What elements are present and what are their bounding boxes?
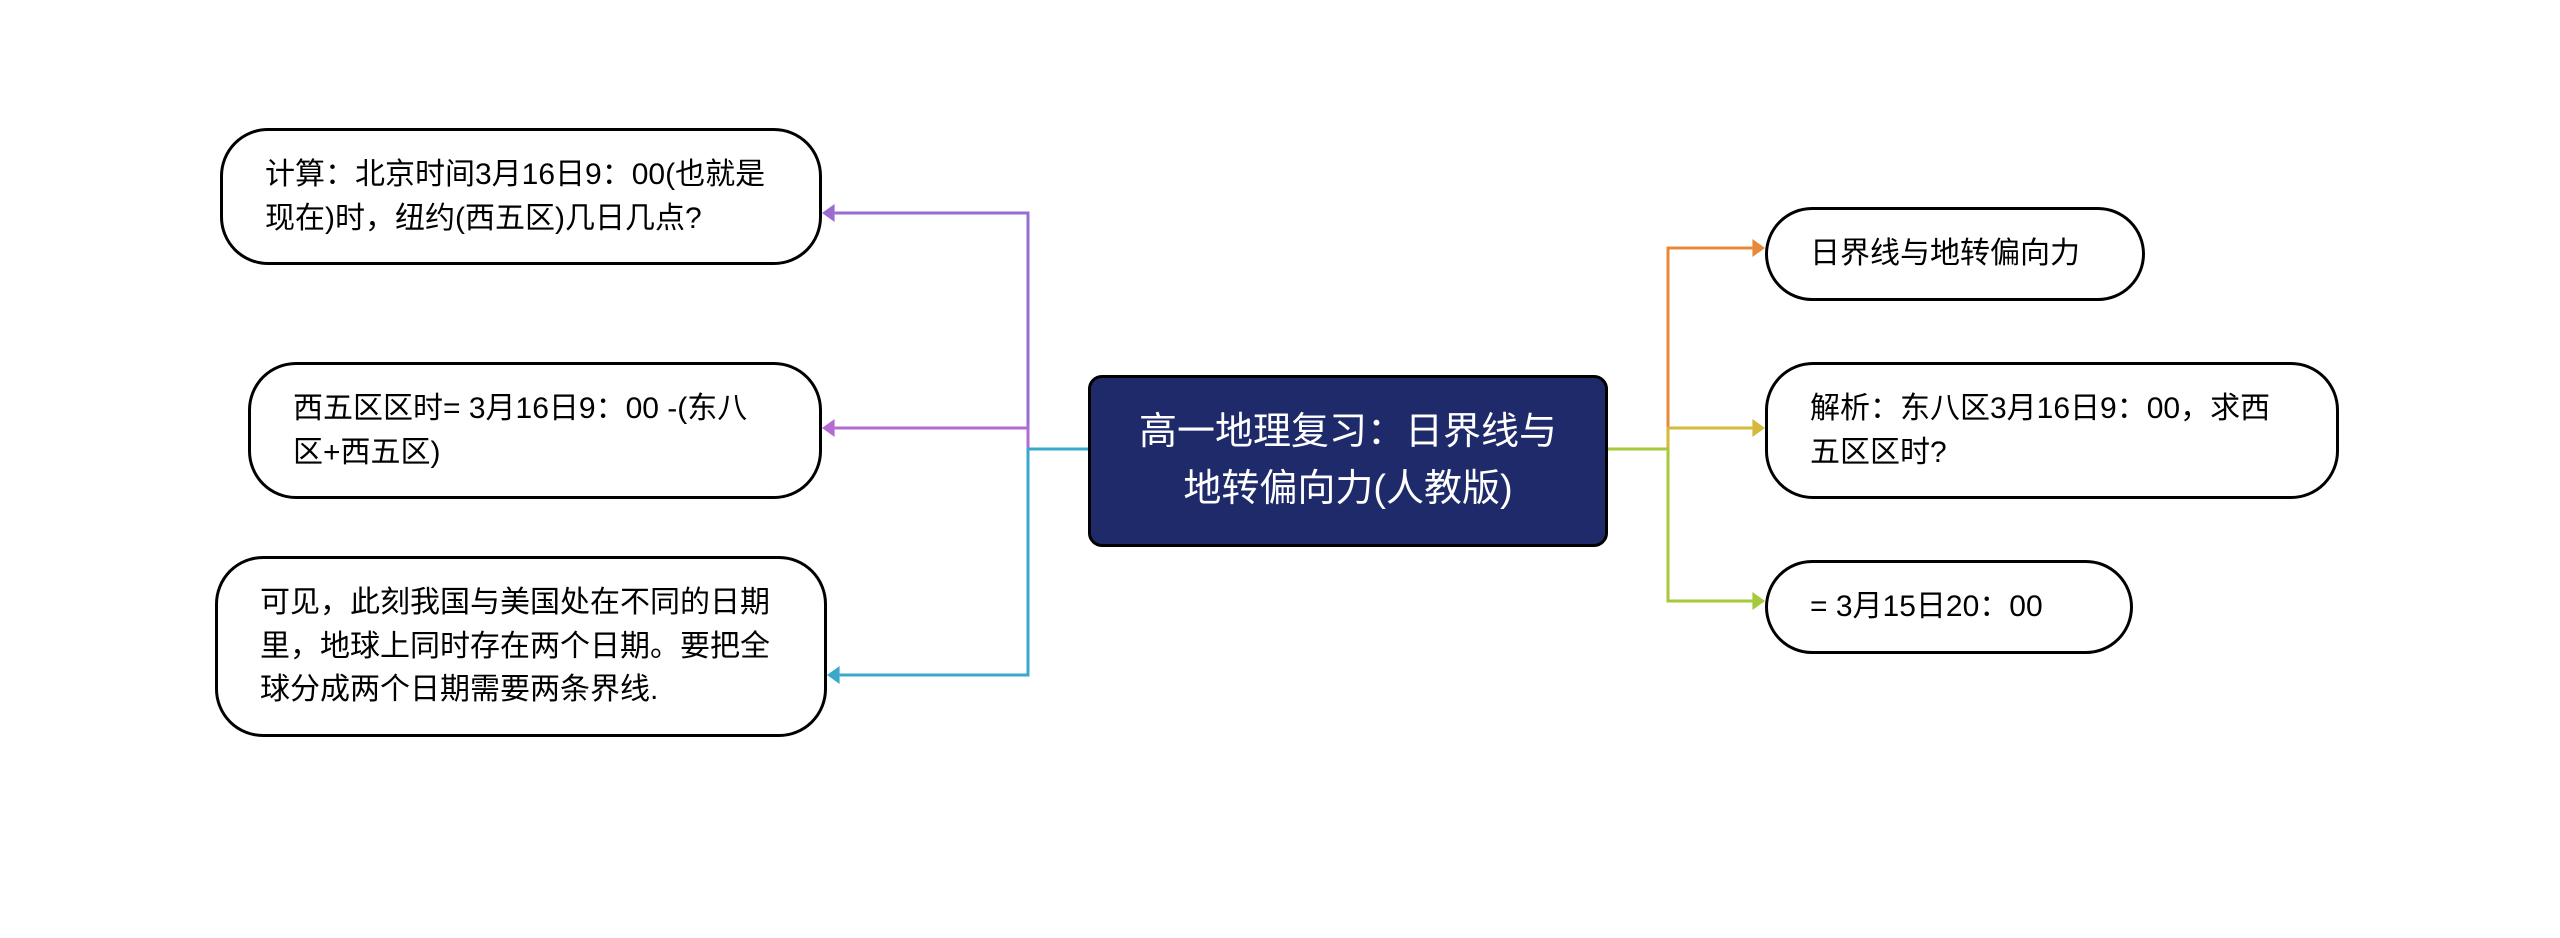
left-node-0: 计算：北京时间3月16日9：00(也就是现在)时，纽约(西五区)几日几点?: [220, 128, 822, 265]
left-node-1: 西五区区时= 3月16日9：00 -(东八区+西五区): [248, 362, 822, 499]
right-node-1: 解析：东八区3月16日9：00，求西五区区时?: [1765, 362, 2339, 499]
mindmap-canvas: 高一地理复习：日界线与地转偏向力(人教版) 计算：北京时间3月16日9：00(也…: [0, 0, 2560, 938]
right-node-0: 日界线与地转偏向力: [1765, 207, 2145, 301]
center-node: 高一地理复习：日界线与地转偏向力(人教版): [1088, 375, 1608, 547]
center-node-text: 高一地理复习：日界线与地转偏向力(人教版): [1139, 411, 1557, 510]
left-node-0-text: 计算：北京时间3月16日9：00(也就是现在)时，纽约(西五区)几日几点?: [265, 158, 765, 235]
right-node-1-text: 解析：东八区3月16日9：00，求西五区区时?: [1810, 392, 2270, 469]
right-node-2: = 3月15日20：00: [1765, 560, 2133, 654]
left-node-2: 可见，此刻我国与美国处在不同的日期里，地球上同时存在两个日期。要把全球分成两个日…: [215, 556, 827, 737]
left-node-1-text: 西五区区时= 3月16日9：00 -(东八区+西五区): [293, 392, 747, 469]
right-node-2-text: = 3月15日20：00: [1810, 590, 2043, 623]
right-node-0-text: 日界线与地转偏向力: [1810, 237, 2080, 270]
left-node-2-text: 可见，此刻我国与美国处在不同的日期里，地球上同时存在两个日期。要把全球分成两个日…: [260, 586, 770, 706]
